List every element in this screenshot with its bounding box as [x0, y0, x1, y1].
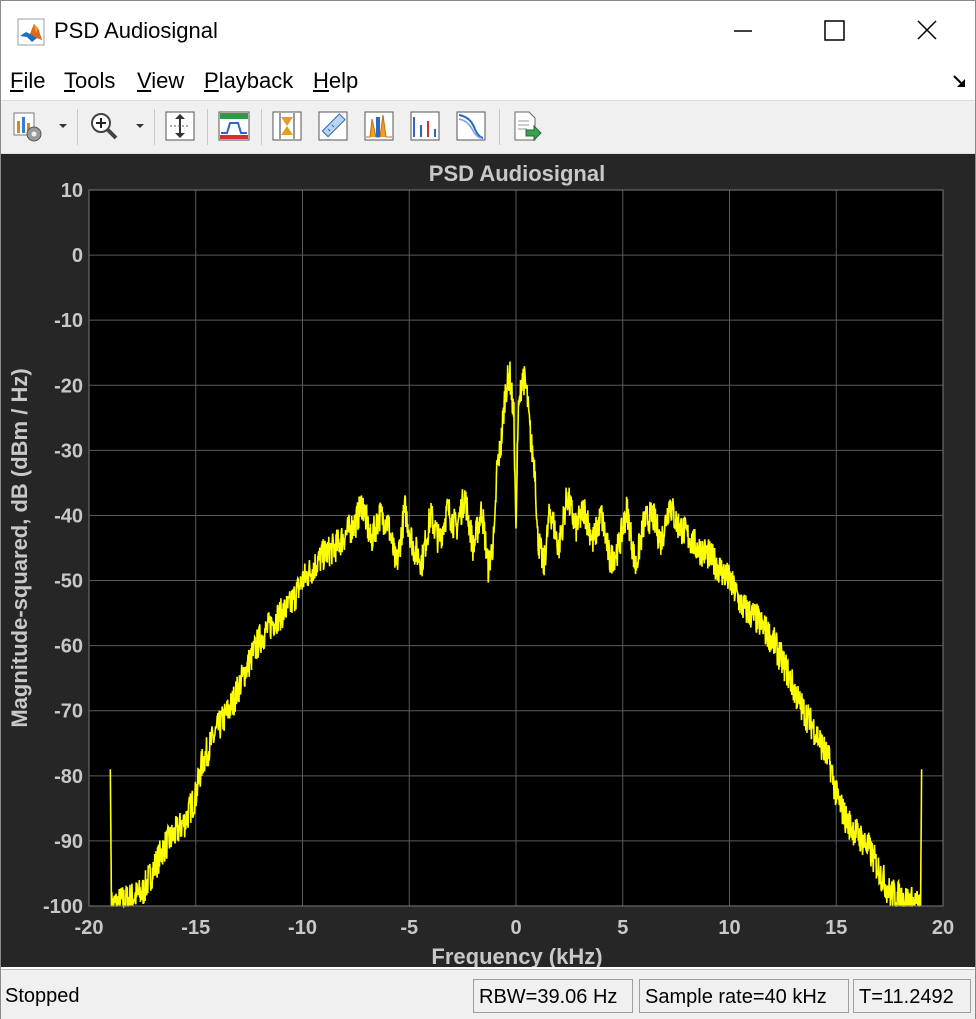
toolbar-separator	[499, 109, 500, 145]
status-rbw: RBW=39.06 Hz	[473, 979, 633, 1013]
x-tick-label: -20	[75, 917, 104, 939]
menu-bar: File Tools View Playback Help	[1, 63, 975, 99]
y-tick-label: -90	[54, 831, 83, 853]
x-tick-label: 10	[718, 917, 740, 939]
zoom-dropdown-icon[interactable]	[133, 109, 147, 143]
chart-title: PSD Audiosignal	[429, 161, 605, 186]
x-tick-label: -5	[400, 917, 418, 939]
y-tick-label: -30	[54, 440, 83, 462]
window-title: PSD Audiosignal	[54, 18, 218, 43]
maximize-button[interactable]	[789, 1, 881, 61]
measurement-icon[interactable]	[316, 109, 350, 143]
y-tick-label: -10	[54, 310, 83, 332]
toolbar-separator	[77, 109, 78, 145]
minimize-icon	[734, 30, 752, 32]
ccdf-icon[interactable]	[454, 109, 488, 143]
peak-finder-icon[interactable]	[362, 109, 396, 143]
y-tick-label: 0	[72, 245, 83, 267]
x-tick-label: 0	[510, 917, 521, 939]
undock-arrow-icon[interactable]	[951, 73, 969, 91]
configuration-properties-icon[interactable]	[11, 109, 45, 143]
y-axis-label: Magnitude-squared, dB (dBm / Hz)	[7, 368, 32, 727]
distortion-icon[interactable]	[408, 109, 442, 143]
minimize-button[interactable]	[697, 1, 789, 61]
toolbar	[1, 100, 975, 154]
toolbar-separator	[207, 109, 208, 145]
toolbar-separator	[261, 109, 262, 145]
menu-help[interactable]: Help	[313, 68, 359, 93]
x-tick-label: 15	[825, 917, 847, 939]
config-dropdown-icon[interactable]	[56, 109, 70, 143]
status-sample-rate: Sample rate=40 kHz	[639, 979, 849, 1013]
x-tick-label: -10	[288, 917, 317, 939]
data-cursors-icon[interactable]	[270, 109, 304, 143]
y-tick-label: -60	[54, 636, 83, 658]
x-tick-label: 20	[932, 917, 954, 939]
menu-file[interactable]: File	[10, 68, 46, 93]
axes-frame	[88, 189, 944, 907]
menu-view[interactable]: View	[137, 68, 185, 93]
menu-tools[interactable]: Tools	[64, 68, 116, 93]
y-tick-label: -50	[54, 571, 83, 593]
y-tick-label: -40	[54, 505, 83, 527]
title-bar[interactable]: PSD Audiosignal	[1, 1, 975, 61]
status-state: Stopped	[5, 985, 80, 1007]
maximize-icon	[824, 20, 845, 41]
status-time: T=11.2492	[853, 979, 971, 1013]
matlab-logo-icon	[17, 18, 45, 46]
x-tick-label: 5	[617, 917, 628, 939]
psd-chart[interactable]: PSD Audiosignal -20 -15 -10 -5 0 5 10 15 20100-1…	[1, 154, 975, 969]
scale-axes-icon[interactable]	[163, 109, 197, 143]
tick-labels: -20 -15 -10 -5 0 5 10 15 20100-10-20-30-40-50-60…	[43, 180, 954, 939]
y-tick-label: 10	[61, 180, 83, 202]
x-tick-label: -15	[181, 917, 210, 939]
y-tick-label: -80	[54, 766, 83, 788]
psd-trace	[109, 361, 923, 909]
y-tick-label: -70	[54, 701, 83, 723]
generate-script-icon[interactable]	[509, 109, 543, 143]
status-bar: Stopped RBW=39.06 Hz Sample rate=40 kHz …	[1, 969, 975, 1019]
x-axis-label: Frequency (kHz)	[431, 944, 602, 967]
close-icon	[917, 20, 937, 40]
toolbar-separator	[154, 109, 155, 145]
zoom-in-icon[interactable]	[87, 109, 121, 143]
close-button[interactable]	[881, 1, 973, 61]
spectral-mask-icon[interactable]	[217, 109, 251, 143]
y-tick-label: -20	[54, 375, 83, 397]
plot-panel: PSD Audiosignal -20 -15 -10 -5 0 5 10 15 20 10 0 -1…	[1, 154, 975, 969]
menu-playback[interactable]: Playback	[204, 68, 294, 93]
y-tick-label: -100	[43, 896, 83, 918]
